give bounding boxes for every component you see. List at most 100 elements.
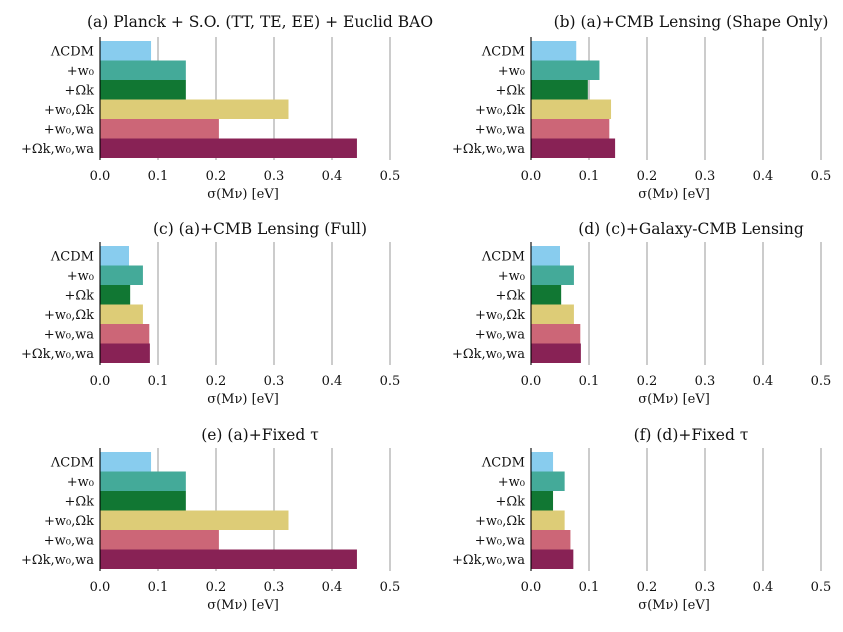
bar — [100, 80, 186, 100]
bar — [100, 246, 129, 266]
category-label: +w₀ — [67, 475, 94, 490]
category-label: +Ωk — [64, 494, 94, 509]
x-axis-label: σ(Mν) [eV] — [207, 392, 279, 407]
category-label: +w₀ — [67, 64, 94, 79]
panel-title: (c) (a)+CMB Lensing (Full) — [153, 220, 367, 238]
x-tick-label: 0.2 — [637, 169, 658, 184]
panel-title: (f) (d)+Fixed τ — [634, 426, 749, 444]
category-label: +Ωk,w₀,wa — [21, 553, 94, 568]
x-tick-label: 0.2 — [637, 374, 658, 389]
bar — [531, 80, 588, 100]
x-axis-label: σ(Mν) [eV] — [207, 187, 279, 202]
x-tick-label: 0.1 — [579, 580, 600, 595]
x-tick-label: 0.2 — [206, 374, 227, 389]
bar — [531, 60, 600, 80]
category-label: +Ωk,w₀,wa — [21, 347, 94, 362]
panel-title: (b) (a)+CMB Lensing (Shape Only) — [554, 13, 829, 31]
x-tick-label: 0.3 — [264, 374, 285, 389]
x-tick-label: 0.3 — [695, 580, 716, 595]
x-tick-label: 0.2 — [206, 580, 227, 595]
bar — [531, 304, 574, 324]
chart-panel-d: (d) (c)+Galaxy-CMB Lensing ΛCDM +w₀ +Ωk +w₀,… — [452, 220, 831, 407]
category-label: +w₀,Ωk — [475, 103, 525, 118]
bar — [531, 530, 571, 550]
bar — [531, 265, 574, 285]
category-label: +w₀,Ωk — [44, 308, 94, 323]
x-tick-label: 0.1 — [579, 374, 600, 389]
category-label: +w₀ — [498, 269, 525, 284]
x-tick-label: 0.1 — [579, 169, 600, 184]
category-label: +w₀ — [67, 269, 94, 284]
bar — [100, 41, 152, 61]
category-label: +Ωk — [495, 288, 525, 303]
category-label: +Ωk,w₀,wa — [452, 347, 525, 362]
chart-panel-a: (a) Planck + S.O. (TT, TE, EE) + Euclid … — [21, 13, 433, 202]
bar — [531, 471, 565, 491]
bar — [100, 491, 186, 511]
x-axis-label: σ(Mν) [eV] — [207, 598, 279, 613]
x-tick-label: 0.3 — [695, 374, 716, 389]
x-tick-label: 0.3 — [264, 169, 285, 184]
bar — [100, 549, 357, 569]
x-tick-label: 0.4 — [753, 374, 774, 389]
x-axis-label: σ(Mν) [eV] — [638, 187, 710, 202]
category-label: +Ωk,w₀,wa — [452, 142, 525, 157]
category-label: +w₀,Ωk — [44, 103, 94, 118]
category-label: ΛCDM — [481, 455, 525, 470]
category-label: ΛCDM — [50, 44, 94, 59]
x-tick-label: 0.3 — [695, 169, 716, 184]
x-tick-label: 0.5 — [380, 169, 401, 184]
chart-panel-c: (c) (a)+CMB Lensing (Full) ΛCDM +w₀ +Ωk +w₀,… — [21, 220, 400, 407]
bar — [531, 119, 610, 139]
bar — [100, 530, 219, 550]
x-tick-label: 0.0 — [90, 169, 111, 184]
x-tick-label: 0.0 — [521, 374, 542, 389]
bar — [100, 324, 150, 344]
x-tick-label: 0.1 — [148, 580, 169, 595]
category-label: ΛCDM — [481, 44, 525, 59]
category-label: +w₀,wa — [475, 327, 525, 342]
bar — [100, 60, 186, 80]
category-label: +w₀,Ωk — [475, 308, 525, 323]
bar — [100, 510, 289, 530]
panel-title: (e) (a)+Fixed τ — [201, 426, 319, 444]
x-tick-label: 0.4 — [322, 169, 343, 184]
bar — [100, 138, 357, 158]
chart-panel-b: (b) (a)+CMB Lensing (Shape Only) ΛCDM +w₀ +… — [452, 13, 831, 202]
x-tick-label: 0.5 — [811, 580, 832, 595]
bar — [100, 471, 186, 491]
x-tick-label: 0.5 — [811, 169, 832, 184]
bar — [531, 549, 574, 569]
bar — [531, 138, 616, 158]
x-tick-label: 0.5 — [811, 374, 832, 389]
panel-title: (d) (c)+Galaxy-CMB Lensing — [578, 220, 804, 238]
category-label: +Ωk — [64, 288, 94, 303]
bar — [100, 119, 219, 139]
category-label: +w₀ — [498, 64, 525, 79]
x-tick-label: 0.0 — [521, 169, 542, 184]
bar — [531, 99, 612, 119]
bar — [100, 285, 131, 305]
x-axis-label: σ(Mν) [eV] — [638, 392, 710, 407]
x-tick-label: 0.5 — [380, 580, 401, 595]
bar — [531, 343, 581, 363]
chart-panel-e: (e) (a)+Fixed τ ΛCDM +w₀ +Ωk +w₀,Ωk +w₀,wa +Ωk… — [21, 426, 400, 613]
category-label: +w₀,wa — [44, 533, 94, 548]
x-tick-label: 0.2 — [206, 169, 227, 184]
bar — [100, 343, 150, 363]
category-label: +w₀,Ωk — [44, 514, 94, 529]
x-tick-label: 0.0 — [521, 580, 542, 595]
category-label: +w₀,wa — [475, 533, 525, 548]
x-tick-label: 0.4 — [322, 374, 343, 389]
bar — [100, 99, 289, 119]
bar — [531, 324, 581, 344]
category-label: +Ωk,w₀,wa — [21, 142, 94, 157]
panel-title: (a) Planck + S.O. (TT, TE, EE) + Euclid … — [87, 13, 433, 31]
bar — [531, 41, 577, 61]
x-tick-label: 0.4 — [753, 169, 774, 184]
category-label: +Ωk — [495, 83, 525, 98]
x-tick-label: 0.3 — [264, 580, 285, 595]
category-label: +w₀ — [498, 475, 525, 490]
category-label: ΛCDM — [50, 455, 94, 470]
